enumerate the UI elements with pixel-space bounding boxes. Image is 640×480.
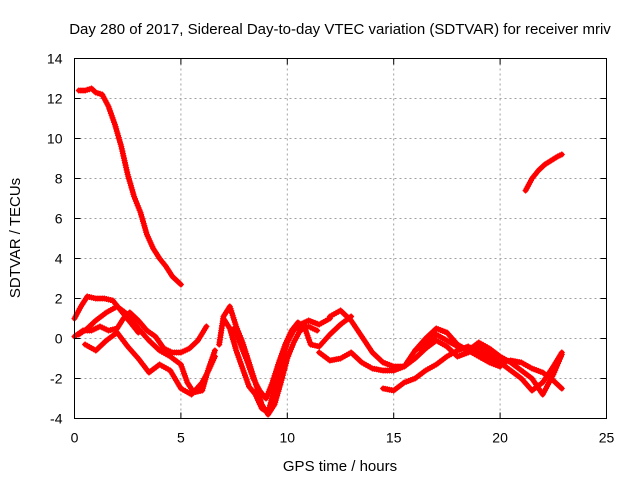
y-tick-label: 10	[47, 131, 63, 147]
series-line	[76, 86, 184, 287]
x-axis-title: GPS time / hours	[283, 458, 397, 475]
y-tick-label: -4	[50, 411, 63, 427]
series-markers	[82, 329, 218, 398]
y-tick-label: 6	[55, 211, 63, 227]
x-tick-label: 15	[386, 430, 402, 446]
series-markers	[231, 313, 355, 402]
series-track-c	[75, 303, 218, 396]
y-tick-label: 4	[55, 251, 63, 267]
y-tick-label: 8	[55, 171, 63, 187]
series-track-k	[412, 325, 565, 398]
x-tick-label: 5	[177, 430, 185, 446]
plot-series	[71, 85, 565, 418]
series-track-b	[71, 309, 210, 356]
series-track-d	[82, 329, 218, 398]
series-track-evening	[522, 151, 565, 194]
y-tick-label: -2	[50, 371, 63, 387]
series-track-f	[220, 315, 333, 416]
axis-ticks: 0 5 10 15 20 25 -4 -2 0 2 4 6 8 10 12 14	[47, 51, 615, 446]
series-track-g	[231, 313, 355, 402]
series-markers	[412, 325, 565, 398]
x-tick-label: 25	[599, 430, 615, 446]
chart-title: Day 280 of 2017, Sidereal Day-to-day VTE…	[69, 21, 611, 38]
series-track-high-morning	[75, 85, 184, 288]
plot-frame	[74, 58, 607, 419]
x-tick-label: 0	[71, 430, 79, 446]
y-tick-label: 2	[55, 291, 63, 307]
y-tick-label: 12	[47, 91, 63, 107]
y-tick-label: 0	[55, 331, 63, 347]
series-markers	[522, 151, 565, 194]
y-tick-label: 14	[47, 51, 63, 67]
x-tick-label: 10	[280, 430, 296, 446]
series-markers	[75, 85, 184, 288]
y-axis-title: SDTVAR / TECUs	[7, 178, 24, 298]
grid-lines	[74, 58, 607, 419]
x-tick-label: 20	[492, 430, 508, 446]
